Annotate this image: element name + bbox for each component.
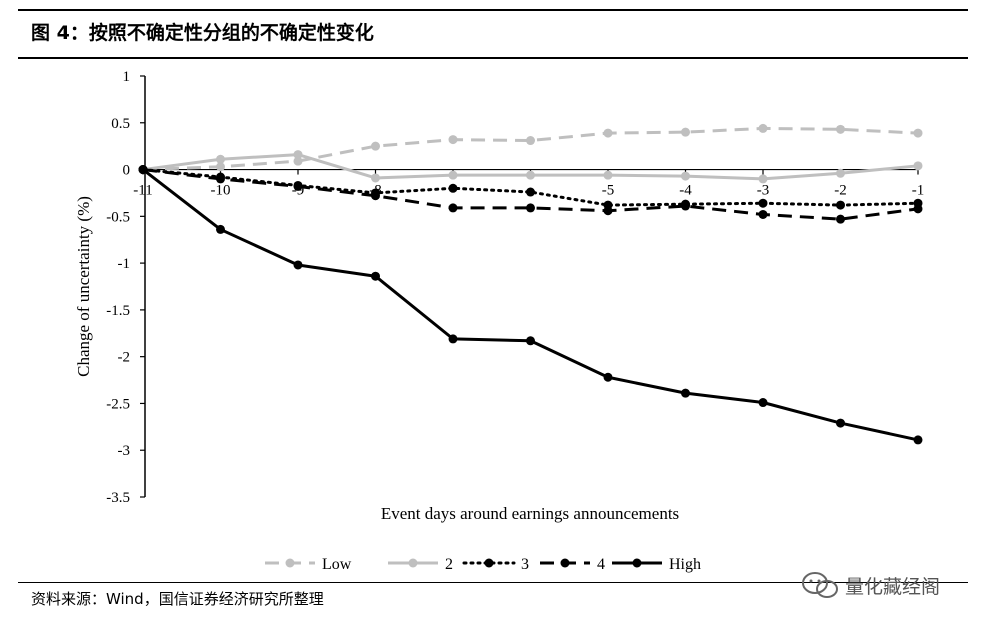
line-chart: 10.50-0.5-1-1.5-2-2.5-3-3.5-11-10-9-8-5-…	[74, 69, 925, 573]
data-point-2	[836, 168, 845, 178]
x-tick-label: -10	[211, 183, 231, 199]
data-point-3	[526, 187, 535, 197]
legend-marker-low	[285, 558, 295, 568]
legend-label-2: 2	[445, 556, 453, 573]
data-point-low	[836, 124, 845, 134]
data-point-2	[526, 170, 535, 180]
data-point-2	[913, 161, 923, 171]
data-point-low	[371, 141, 380, 151]
data-point-2	[603, 170, 613, 180]
y-tick-label: -3.5	[106, 490, 130, 506]
data-point-high	[603, 372, 613, 382]
data-point-high	[681, 388, 690, 398]
data-point-3	[448, 183, 458, 193]
data-point-high	[448, 334, 458, 344]
data-point-4	[913, 204, 923, 214]
data-point-4	[448, 203, 458, 213]
legend-label-3: 3	[521, 556, 529, 573]
legend-marker-high	[632, 558, 642, 568]
wechat-icon	[802, 572, 838, 598]
legend-label-low: Low	[322, 556, 352, 573]
y-tick-label: 0.5	[111, 116, 130, 132]
bottom-rule	[18, 582, 968, 583]
data-point-low	[216, 162, 225, 172]
x-tick-label: -5	[602, 183, 615, 199]
x-axis-label: Event days around earnings announcements	[381, 504, 679, 523]
y-axis-label: Change of uncertainty (%)	[74, 196, 93, 377]
y-tick-label: 0	[123, 163, 131, 179]
data-point-4	[526, 203, 535, 213]
title-rule	[18, 57, 968, 59]
data-point-low	[448, 135, 458, 145]
data-point-low	[526, 136, 535, 146]
data-point-4	[216, 174, 225, 184]
x-tick-label: -1	[912, 183, 925, 199]
x-tick-label: -3	[757, 183, 770, 199]
data-point-4	[836, 214, 845, 224]
data-point-2	[758, 174, 768, 184]
data-point-4	[293, 181, 303, 191]
watermark-text: 量化藏经阁	[845, 575, 941, 598]
data-point-high	[758, 398, 768, 408]
x-tick-label: -4	[679, 183, 692, 199]
data-point-3	[758, 198, 768, 208]
legend-marker-4	[560, 558, 570, 568]
data-point-3	[836, 200, 845, 210]
series-line-low	[142, 126, 919, 172]
data-point-low	[603, 128, 613, 138]
data-point-4	[603, 206, 613, 216]
data-point-high	[836, 418, 845, 428]
y-tick-label: -1	[118, 256, 131, 272]
watermark: 量化藏经阁	[800, 570, 940, 600]
data-point-2	[216, 154, 225, 164]
data-point-low	[758, 123, 768, 133]
figure-title: 图 4：按照不确定性分组的不确定性变化	[31, 22, 374, 44]
data-point-4	[758, 209, 768, 219]
y-tick-label: -3	[118, 443, 131, 459]
y-tick-label: -2.5	[106, 396, 130, 412]
series-line-4	[142, 168, 919, 221]
legend-label-high: High	[669, 556, 701, 573]
y-tick-label: -0.5	[106, 209, 130, 225]
source-note: 资料来源：Wind，国信证券经济研究所整理	[31, 590, 324, 608]
y-tick-label: -2	[118, 350, 131, 366]
data-point-2	[293, 150, 303, 160]
data-point-high	[293, 260, 303, 270]
data-point-high	[138, 165, 148, 175]
data-point-2	[448, 170, 458, 180]
data-point-2	[681, 171, 690, 181]
data-point-low	[681, 127, 690, 137]
data-point-high	[526, 336, 535, 346]
legend-marker-2	[408, 558, 418, 568]
legend-label-4: 4	[597, 556, 605, 573]
y-tick-label: 1	[123, 69, 131, 85]
x-tick-label: -11	[133, 183, 152, 199]
y-tick-label: -1.5	[106, 303, 130, 319]
legend-marker-3	[484, 558, 494, 568]
data-point-high	[216, 224, 225, 234]
top-rule	[18, 9, 968, 11]
data-point-low	[913, 128, 923, 138]
x-tick-label: -2	[834, 183, 847, 199]
data-point-low	[293, 156, 303, 166]
data-point-4	[681, 201, 690, 211]
data-point-4	[371, 191, 380, 201]
data-point-high	[371, 271, 380, 281]
data-point-high	[913, 435, 923, 445]
data-point-2	[371, 173, 380, 183]
